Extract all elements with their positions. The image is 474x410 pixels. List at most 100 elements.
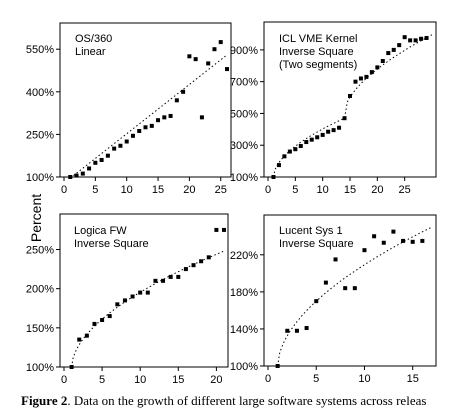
data-point bbox=[87, 166, 92, 171]
data-point bbox=[105, 153, 110, 158]
panel-title: ICL VME Kernel bbox=[279, 33, 357, 45]
x-tick-label: 0 bbox=[61, 374, 67, 386]
data-point bbox=[287, 149, 292, 154]
data-point bbox=[68, 175, 73, 179]
data-point bbox=[410, 239, 415, 244]
x-tick-label: 0 bbox=[265, 184, 271, 196]
data-point bbox=[369, 70, 374, 75]
y-tick-label: 180% bbox=[230, 287, 258, 299]
panel-3: 100% 150% 200% 250% 0 5 10 15 20 Logica FWInverse… bbox=[26, 213, 229, 386]
data-point bbox=[320, 132, 325, 137]
data-point bbox=[348, 93, 352, 98]
y-tick-label: 140% bbox=[230, 324, 258, 336]
plot-frame bbox=[263, 214, 437, 367]
data-point bbox=[191, 263, 196, 268]
data-point bbox=[153, 278, 158, 283]
data-point bbox=[130, 294, 135, 299]
data-point bbox=[168, 274, 173, 279]
plot-frame bbox=[59, 22, 232, 178]
panel-model: Linear bbox=[75, 46, 106, 58]
fit-curve bbox=[273, 34, 433, 178]
data-point bbox=[358, 76, 363, 81]
data-point bbox=[115, 302, 120, 307]
data-point bbox=[304, 140, 309, 145]
data-point bbox=[408, 38, 413, 43]
data-point bbox=[375, 65, 380, 70]
data-point bbox=[118, 143, 123, 148]
data-point bbox=[212, 47, 217, 52]
x-tick-label: 5 bbox=[92, 184, 98, 196]
caption-label: Figure 2 bbox=[21, 393, 68, 408]
data-point bbox=[386, 51, 391, 56]
caption-text: . Data on the growth of different large … bbox=[67, 393, 427, 408]
data-point bbox=[112, 146, 117, 151]
data-point bbox=[401, 238, 406, 243]
data-point bbox=[77, 337, 82, 342]
x-tick-label: 15 bbox=[407, 373, 419, 385]
x-tick-label: 10 bbox=[317, 184, 329, 196]
shared-y-axis-label: Percent bbox=[28, 194, 44, 242]
panel-note: (Two segments) bbox=[279, 59, 357, 71]
data-point bbox=[315, 135, 320, 140]
data-point bbox=[285, 328, 290, 333]
data-point bbox=[162, 115, 167, 120]
data-point bbox=[124, 139, 129, 144]
data-point bbox=[174, 98, 179, 103]
y-tick-label: 900% bbox=[230, 45, 258, 57]
data-point bbox=[402, 35, 407, 40]
y-tick-label: 100% bbox=[26, 172, 54, 184]
data-point bbox=[199, 115, 204, 120]
y-tick-label: 100% bbox=[26, 362, 54, 374]
data-point bbox=[100, 318, 105, 322]
data-point bbox=[199, 259, 204, 264]
x-tick-label: 20 bbox=[183, 184, 195, 196]
plot-frame bbox=[59, 213, 229, 368]
data-point bbox=[331, 128, 336, 133]
data-point bbox=[420, 238, 425, 243]
data-point bbox=[149, 123, 154, 128]
panel-2: 100% 300% 500% 700% 900% 0 5 10 15 20 25 ICL VME Ke… bbox=[230, 21, 437, 196]
panel-4: 100% 140% 180% 220% 0 5 10 15 Lucent Sys 1Invers… bbox=[230, 214, 437, 385]
y-tick-label: 250% bbox=[26, 129, 54, 141]
data-point bbox=[294, 328, 299, 333]
data-point bbox=[326, 129, 331, 134]
panel-title: OS/360 bbox=[75, 33, 112, 45]
data-point bbox=[362, 248, 367, 253]
data-point bbox=[156, 118, 161, 123]
data-point bbox=[337, 125, 342, 130]
data-point bbox=[214, 227, 219, 232]
figure-caption: Figure 2. Data on the growth of differen… bbox=[21, 392, 474, 410]
x-tick-label: 0 bbox=[61, 184, 67, 196]
data-point bbox=[364, 74, 369, 79]
y-tick-label: 200% bbox=[26, 284, 54, 296]
data-point bbox=[137, 128, 142, 133]
data-point bbox=[276, 163, 281, 168]
y-tick-label: 100% bbox=[230, 361, 258, 373]
data-point bbox=[181, 89, 186, 94]
data-point bbox=[80, 171, 85, 176]
data-point bbox=[206, 61, 211, 66]
y-tick-label: 150% bbox=[26, 323, 54, 335]
data-point bbox=[333, 257, 338, 262]
data-point bbox=[145, 290, 150, 295]
data-point bbox=[138, 290, 143, 295]
data-point bbox=[343, 286, 348, 291]
data-point bbox=[391, 47, 396, 52]
data-point bbox=[323, 280, 328, 285]
data-point bbox=[304, 326, 309, 331]
data-point bbox=[168, 113, 173, 118]
data-point bbox=[183, 267, 188, 272]
data-point bbox=[222, 227, 226, 232]
data-point bbox=[143, 125, 148, 130]
data-point bbox=[391, 229, 396, 234]
x-tick-label: 5 bbox=[99, 374, 105, 386]
panel-title: Lucent Sys 1 bbox=[279, 225, 343, 237]
data-point bbox=[187, 54, 192, 59]
panel-title: Logica FW bbox=[74, 225, 127, 237]
data-point bbox=[130, 133, 135, 138]
data-point bbox=[424, 35, 429, 40]
panel-model: Inverse Square bbox=[279, 238, 354, 250]
data-point bbox=[419, 36, 424, 41]
data-point bbox=[352, 286, 357, 291]
